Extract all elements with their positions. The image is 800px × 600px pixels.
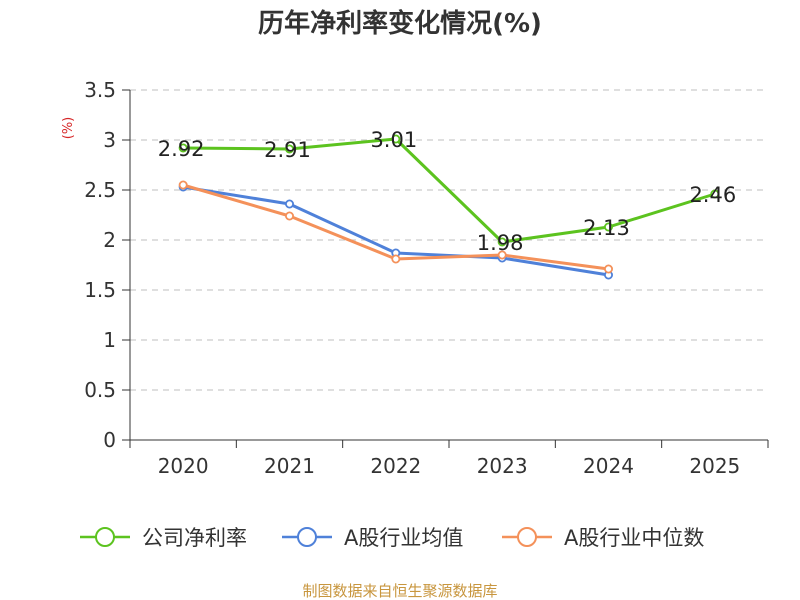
y-tick-label: 3 bbox=[103, 128, 116, 152]
x-tick-label: 2020 bbox=[158, 454, 209, 478]
data-point bbox=[604, 264, 614, 274]
data-point bbox=[497, 250, 507, 260]
legend-label: A股行业均值 bbox=[344, 526, 463, 550]
chart-title: 历年净利率变化情况(%) bbox=[258, 8, 542, 39]
legend-marker bbox=[297, 527, 317, 547]
legend: 公司净利率 A股行业均值 A股行业中位数 bbox=[80, 526, 704, 550]
data-point bbox=[178, 143, 188, 153]
y-tick-label: 1.5 bbox=[84, 278, 116, 302]
data-label: 2.13 bbox=[583, 216, 630, 240]
legend-label: A股行业中位数 bbox=[564, 526, 704, 550]
legend-label: 公司净利率 bbox=[142, 526, 247, 550]
x-tick-label: 2025 bbox=[689, 454, 740, 478]
data-point bbox=[604, 222, 614, 232]
x-tick-label: 2024 bbox=[583, 454, 634, 478]
data-point bbox=[391, 254, 401, 264]
legend-marker bbox=[517, 527, 537, 547]
grid-lines bbox=[130, 89, 768, 391]
y-tick-label: 2 bbox=[103, 228, 116, 252]
data-label: 2.92 bbox=[158, 137, 205, 161]
y-tick-label: 0 bbox=[103, 428, 116, 452]
y-tick-label: 0.5 bbox=[84, 378, 116, 402]
y-tick-label: 3.5 bbox=[84, 78, 116, 102]
x-tick-label: 2023 bbox=[477, 454, 528, 478]
data-label: 2.46 bbox=[689, 183, 736, 207]
data-label: 1.98 bbox=[477, 231, 524, 255]
series-group bbox=[178, 134, 720, 280]
data-label: 3.01 bbox=[370, 128, 417, 152]
data-point bbox=[284, 199, 294, 209]
series-line-0 bbox=[183, 137, 716, 244]
x-tick-label: 2022 bbox=[370, 454, 421, 478]
x-tick-label: 2021 bbox=[264, 454, 315, 478]
data-point bbox=[284, 144, 294, 154]
y-axis-unit-label: (%) bbox=[61, 117, 76, 140]
data-label: 2.91 bbox=[264, 138, 311, 162]
source-note: 制图数据来自恒生聚源数据库 bbox=[302, 582, 497, 600]
data-point bbox=[284, 211, 294, 221]
y-tick-label: 1 bbox=[103, 328, 116, 352]
data-point bbox=[391, 134, 401, 144]
data-labels: 2.92 2.91 3.01 1.98 2.13 2.46 bbox=[158, 128, 736, 255]
legend-marker bbox=[95, 527, 115, 547]
y-tick-label: 2.5 bbox=[84, 178, 116, 202]
axes: 0 0.5 1 1.5 2 2.5 3 3.5 2020 2021 2022 2023 2024 2025 bbox=[84, 78, 769, 478]
data-point bbox=[178, 180, 188, 190]
data-point bbox=[710, 189, 720, 199]
data-point bbox=[497, 237, 507, 247]
